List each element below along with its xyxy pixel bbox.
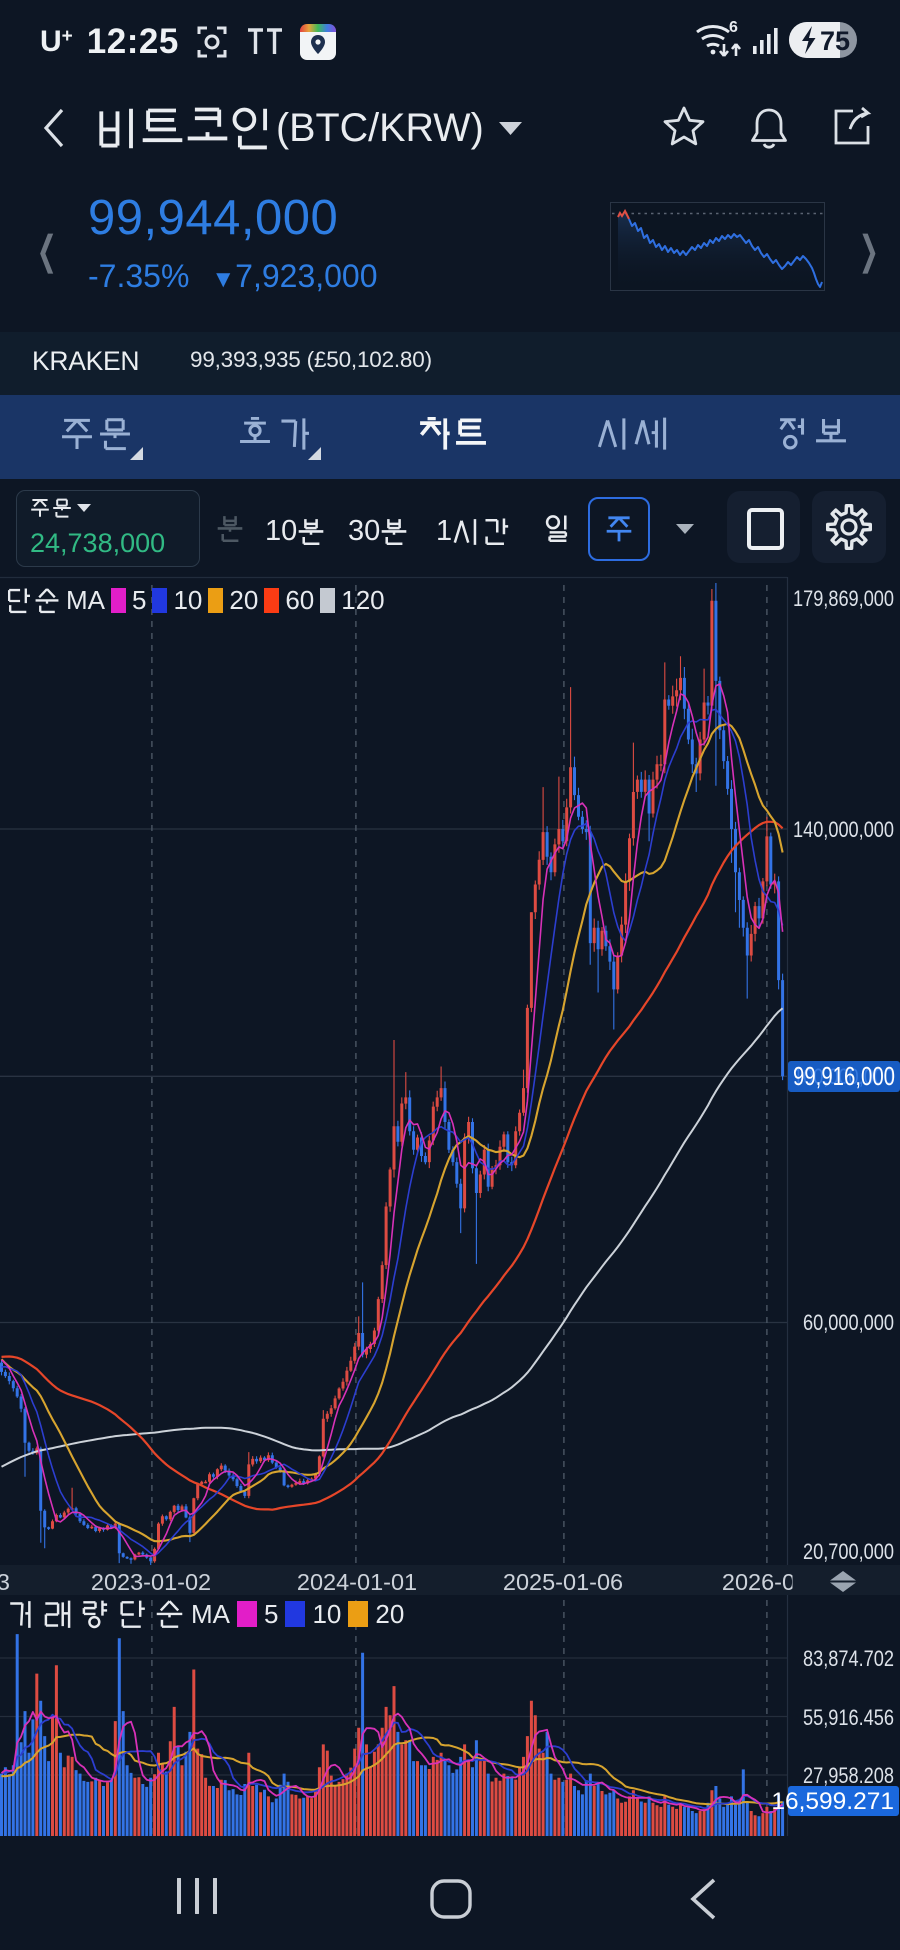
svg-text:20,700,000: 20,700,000 [803, 1539, 894, 1564]
svg-text:140,000,000: 140,000,000 [793, 817, 894, 842]
svg-text:2026-01: 2026-01 [722, 1569, 808, 1595]
svg-text:2023-01-02: 2023-01-02 [91, 1569, 211, 1595]
svg-text:60,000,000: 60,000,000 [803, 1310, 894, 1335]
svg-text:2025-01-06: 2025-01-06 [503, 1569, 623, 1595]
svg-text:55,916.456: 55,916.456 [803, 1705, 894, 1730]
svg-text:6: 6 [729, 19, 738, 36]
svg-text:3: 3 [0, 1569, 10, 1595]
svg-text:2024-01-01: 2024-01-01 [297, 1569, 417, 1595]
svg-text:16,599.271: 16,599.271 [771, 1788, 894, 1815]
svg-text:75: 75 [820, 26, 850, 56]
svg-text:27,958.208: 27,958.208 [803, 1763, 894, 1788]
svg-text:99,916,000: 99,916,000 [793, 1061, 895, 1091]
svg-text:179,869,000: 179,869,000 [793, 586, 894, 611]
svg-text:83,874.702: 83,874.702 [803, 1646, 894, 1671]
